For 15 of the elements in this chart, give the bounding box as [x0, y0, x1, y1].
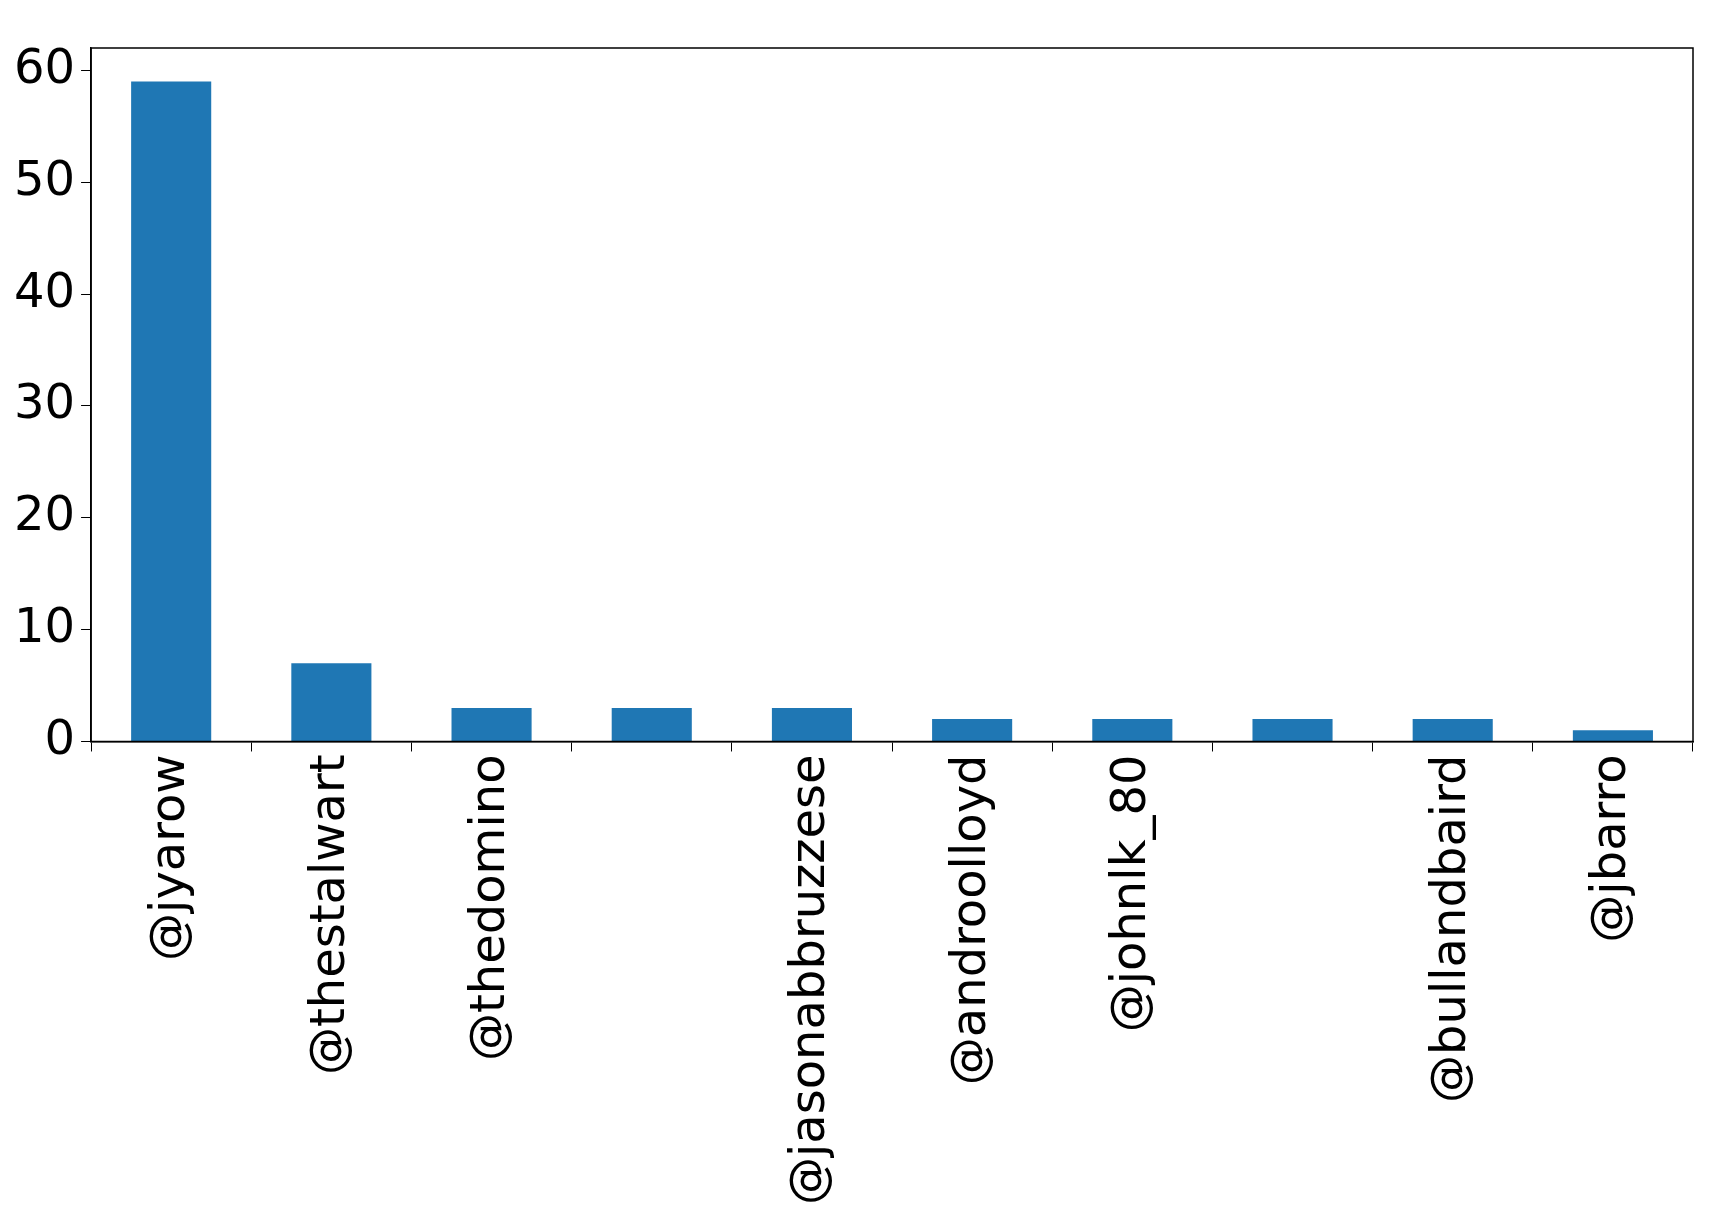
- y-tick-label: 0: [44, 708, 76, 765]
- x-tick-label: @thedomino: [459, 754, 516, 1061]
- x-tick-label: @jyarow: [138, 754, 195, 961]
- x-tick-label: @thestalwart: [298, 754, 355, 1076]
- y-tick-label: 60: [14, 37, 76, 94]
- x-tick-label: @jasonabbruzzese: [779, 754, 836, 1205]
- y-tick-label: 30: [14, 373, 76, 430]
- y-tick-label: 50: [14, 149, 76, 206]
- x-tick-label: @bullandbaird: [1420, 754, 1477, 1103]
- y-tick-label: 40: [14, 261, 76, 318]
- x-tick-label: @jbarro: [1580, 754, 1637, 943]
- y-tick-label: 20: [14, 485, 76, 542]
- x-tick-label: @johnlk_80: [1099, 754, 1156, 1033]
- y-tick-label: 10: [14, 597, 76, 654]
- x-tick-label: @androolloyd: [939, 754, 996, 1086]
